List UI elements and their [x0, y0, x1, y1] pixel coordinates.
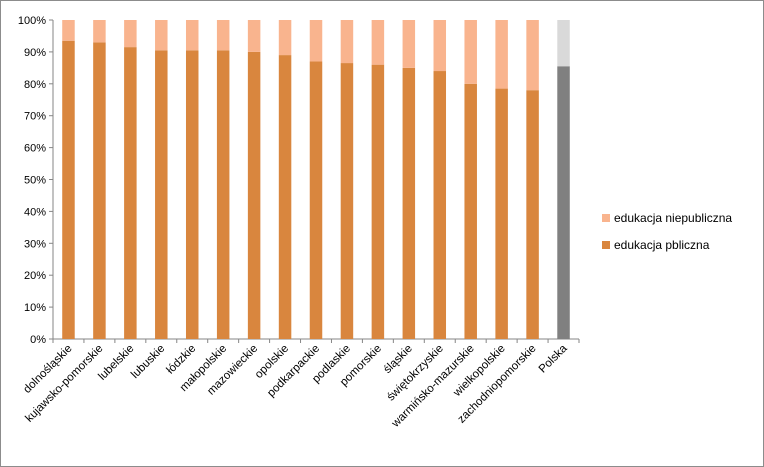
x-tick-label: Polska: [537, 342, 570, 375]
bar-segment-nonpublic: [495, 20, 508, 89]
bar-segment-public: [433, 71, 447, 339]
bar-segment-public: [93, 42, 106, 340]
legend-label: edukacja niepubliczna: [614, 211, 732, 225]
y-tick-label: 70%: [24, 111, 46, 123]
bar-segment-public: [464, 83, 477, 339]
legend-swatch: [602, 241, 610, 249]
y-tick-label: 20%: [24, 270, 46, 282]
bar-segment-nonpublic: [247, 20, 261, 52]
legend-label: edukacja pbliczna: [614, 238, 710, 252]
bar-segment-nonpublic: [62, 20, 75, 41]
bar-segment-public: [247, 51, 261, 340]
bar-segment-public: [402, 67, 416, 339]
bar-segment-nonpublic: [464, 20, 477, 84]
bar-segment-nonpublic: [155, 20, 168, 51]
bar-segment-public: [216, 50, 230, 340]
bar-segment-public: [371, 64, 385, 339]
bar-segment-public: [185, 50, 199, 340]
bar-segment-public: [309, 61, 323, 339]
x-tick-label: lubuskie: [129, 343, 167, 381]
bar-segment-public: [495, 88, 508, 340]
y-tick-label: 40%: [24, 206, 46, 218]
y-tick-label: 30%: [24, 238, 46, 250]
bar-segment-nonpublic: [526, 20, 539, 91]
y-tick-label: 0%: [30, 334, 46, 346]
bar-segment-public: [340, 63, 354, 339]
bar-segment-nonpublic: [216, 20, 230, 51]
bar-segment-nonpublic: [93, 20, 106, 43]
bar-segment-nonpublic: [278, 20, 292, 56]
bar-segment-nonpublic: [309, 20, 323, 62]
bar-segment-public: [124, 47, 137, 340]
bar-segment-public: [155, 50, 168, 340]
bar-segment-nonpublic: [557, 20, 570, 67]
bar-segment-nonpublic: [402, 20, 416, 68]
bar-segment-public: [557, 66, 570, 339]
y-tick-label: 60%: [24, 143, 46, 155]
bar-segment-nonpublic: [185, 20, 199, 51]
bar-segment-nonpublic: [124, 20, 137, 48]
bar-segment-nonpublic: [371, 20, 385, 65]
bar-segment-public: [278, 55, 292, 340]
y-tick-label: 100%: [18, 15, 46, 27]
y-tick-label: 50%: [24, 175, 46, 187]
bar-segment-nonpublic: [433, 20, 447, 72]
bar-segment-public: [526, 90, 539, 340]
y-tick-label: 90%: [24, 47, 46, 59]
legend-swatch: [602, 214, 610, 222]
bar-segment-public: [62, 40, 75, 340]
y-tick-label: 80%: [24, 79, 46, 91]
bar-segment-nonpublic: [340, 20, 354, 64]
y-tick-label: 10%: [24, 302, 46, 314]
